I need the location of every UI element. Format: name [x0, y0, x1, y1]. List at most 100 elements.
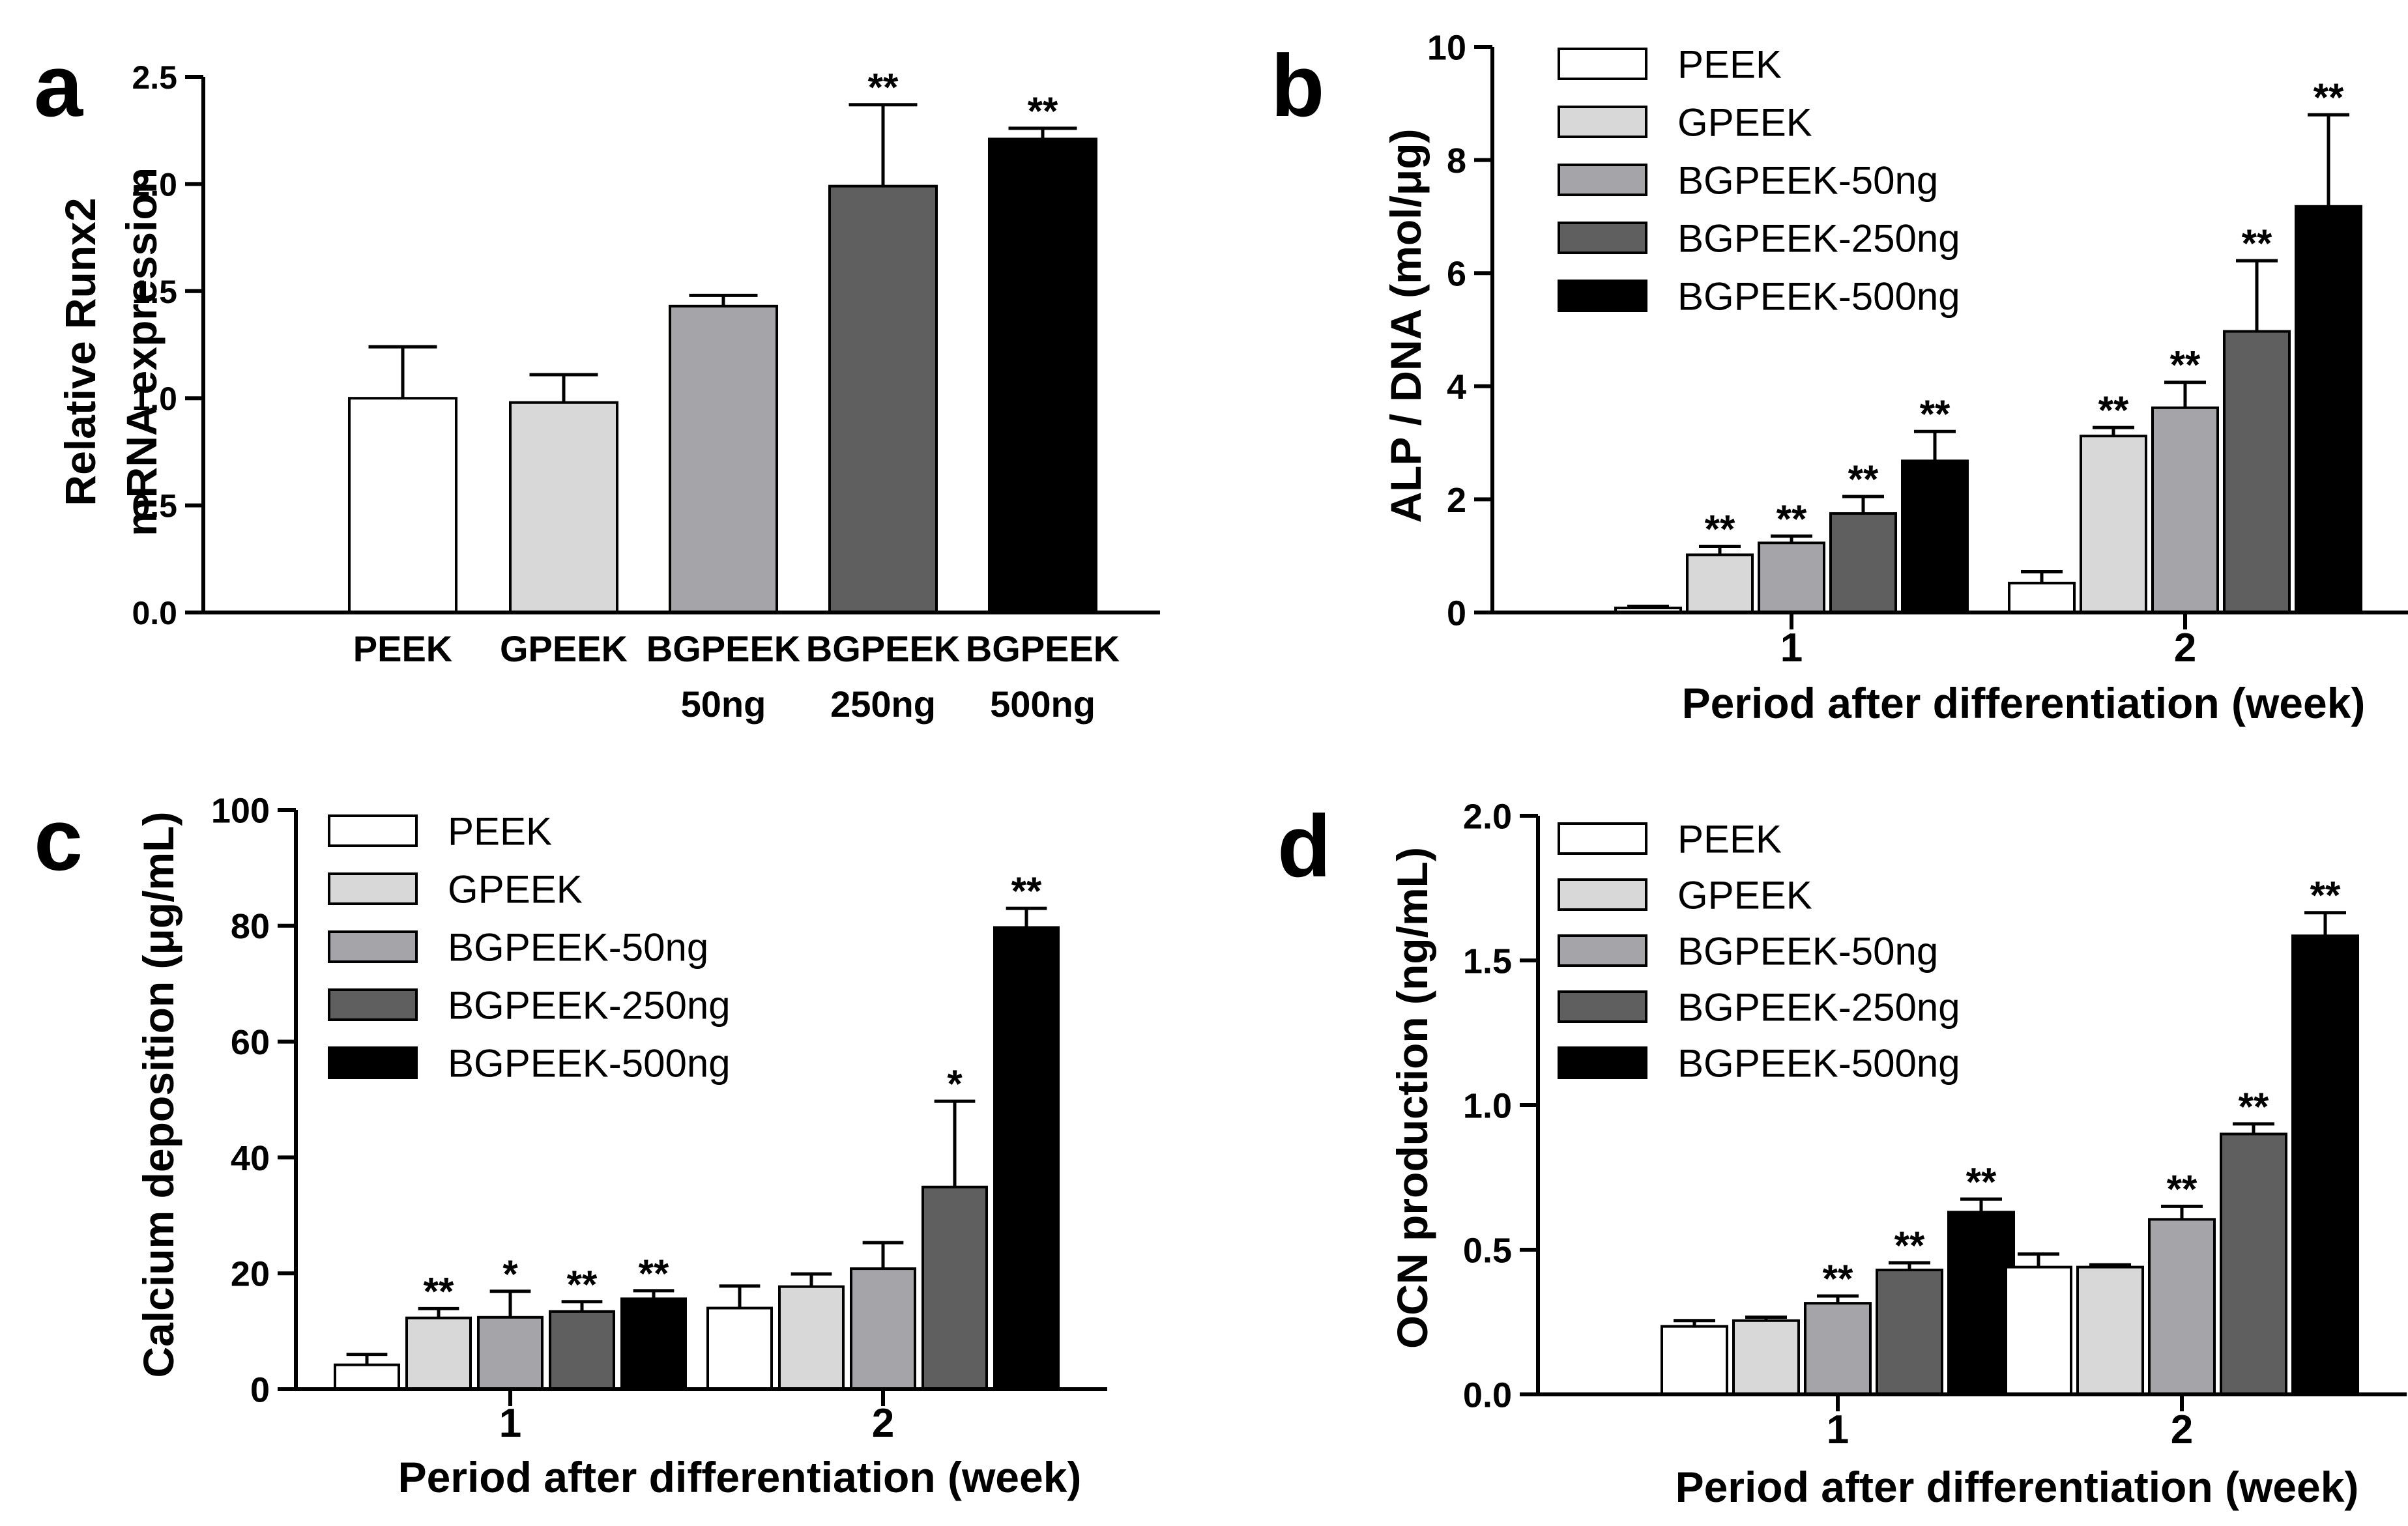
legend-label-b: BGPEEK-250ng [1677, 217, 1960, 261]
y-tick-label-d: 0.5 [1463, 1231, 1512, 1270]
x-tick-label-a: BGPEEK [806, 628, 961, 669]
significance-mark-d: ** [1823, 1257, 1853, 1301]
y-tick-label-c: 60 [231, 1023, 270, 1062]
bar-a [988, 137, 1097, 614]
x-tick-label-b: 1 [1780, 626, 1803, 670]
bar-c [477, 1316, 544, 1391]
bar-b [1758, 541, 1825, 614]
significance-mark-b: ** [1848, 457, 1879, 501]
xlabel-c: Period after differentiation (week) [398, 1453, 1082, 1501]
legend-swatch-b [1558, 106, 1647, 138]
y-tick-label-d: 1.5 [1463, 942, 1512, 981]
significance-mark-c: ** [567, 1263, 598, 1306]
bar-c [778, 1285, 845, 1390]
bar-a [509, 401, 618, 614]
legend-label-b: GPEEK [1677, 101, 1812, 145]
x-tick-label-a: 500ng [990, 684, 1095, 725]
y-tick-label-a: 2.5 [132, 59, 177, 96]
significance-mark-b: ** [1777, 497, 1807, 541]
legend-swatch-d [1558, 934, 1647, 967]
significance-mark-b: ** [1920, 392, 1951, 436]
panel-label-c: c [34, 790, 83, 889]
legend-label-c: BGPEEK-50ng [448, 926, 708, 970]
ylabel-a-line1: Relative Runx2 [56, 197, 104, 506]
bar-b [2223, 330, 2291, 614]
y-tick-label-c: 80 [231, 907, 270, 946]
bar-b [1829, 512, 1897, 614]
ylabel-d: OCN production (ng/mL) [1388, 847, 1436, 1349]
significance-mark-d: ** [1966, 1160, 1997, 1203]
significance-mark-a: ** [868, 66, 899, 109]
legend-swatch-c [328, 1046, 418, 1079]
legend-swatch-c [328, 872, 418, 905]
legend-swatch-c [328, 930, 418, 963]
y-tick-label-a: 2.0 [132, 166, 177, 203]
significance-mark-b: ** [2098, 388, 2129, 432]
y-tick-label-a: 0.5 [132, 488, 177, 525]
legend-label-c: GPEEK [448, 868, 583, 912]
x-tick-label-a: 250ng [830, 684, 936, 725]
bar-c [620, 1297, 687, 1391]
significance-mark-c: ** [424, 1269, 454, 1313]
bar-b [2151, 406, 2219, 614]
significance-mark-c: * [502, 1252, 518, 1296]
bar-b [2008, 581, 2076, 614]
bars-c: ** * ** **1***2 [296, 869, 1107, 1446]
significance-mark-c: ** [639, 1252, 669, 1295]
significance-mark-d: ** [2167, 1167, 2198, 1211]
legend-swatch-b [1558, 222, 1647, 254]
x-tick-label-a: BGPEEK [646, 628, 801, 669]
axes-a: 0.0 0.5 1.0 1.5 2.0 2.5 [132, 59, 205, 631]
x-tick-label-a: BGPEEK [966, 628, 1120, 669]
bar-c [993, 926, 1060, 1391]
xlabel-d: Period after differentiation (week) [1675, 1463, 2359, 1511]
legend-label-c: BGPEEK-500ng [448, 1042, 731, 1086]
significance-mark-d: ** [2310, 874, 2341, 917]
ylabel-c: Calcium deposition (μg/mL) [134, 811, 182, 1377]
y-tick-label-a: 1.0 [132, 381, 177, 417]
bar-d [2076, 1265, 2144, 1396]
bar-c [334, 1363, 400, 1391]
significance-mark-c: * [947, 1062, 963, 1106]
x-tick-label-a: 50ng [681, 684, 766, 725]
y-tick-label-d: 1.0 [1463, 1086, 1512, 1125]
legend-label-d: BGPEEK-500ng [1677, 1042, 1960, 1086]
legend-c: PEEK GPEEK BGPEEK-50ng BGPEEK-250ng BGPEEK-5… [328, 810, 731, 1086]
significance-mark-a: ** [1028, 89, 1058, 133]
bar-d [2148, 1218, 2216, 1396]
bar-c [549, 1310, 615, 1391]
bars-a: ** ** PEEK GPEEK BGPEEK 50ng BGPEEK 250ng BGPEEK… [203, 66, 1160, 725]
y-tick-label-d: 0.0 [1463, 1375, 1512, 1415]
panel-label-a: a [34, 36, 83, 135]
legend-label-d: PEEK [1677, 818, 1782, 861]
legend-label-b: PEEK [1677, 43, 1782, 87]
x-tick-label-b: 2 [2174, 626, 2196, 670]
x-tick-label-c: 2 [872, 1401, 894, 1446]
bar-a [828, 184, 938, 614]
y-tick-label-c: 20 [231, 1255, 270, 1294]
x-tick-label-a: PEEK [353, 628, 453, 669]
bar-d [1947, 1211, 2015, 1396]
bar-d [2220, 1132, 2287, 1396]
y-tick-label-c: 0 [250, 1370, 270, 1409]
significance-mark-b: ** [2242, 222, 2272, 265]
panel-label-d: d [1277, 797, 1331, 895]
x-tick-label-d: 1 [1827, 1407, 1849, 1452]
significance-mark-c: ** [1011, 869, 1042, 913]
legend-label-d: GPEEK [1677, 874, 1812, 917]
bar-d [2005, 1265, 2072, 1396]
y-tick-label-b: 8 [1447, 141, 1466, 180]
bar-d [2291, 934, 2359, 1396]
legend-swatch-b [1558, 48, 1647, 80]
bar-b [1686, 553, 1754, 614]
bar-b [1901, 459, 1969, 614]
legend-swatch-c [328, 988, 418, 1021]
axes-b: 0 2 4 6 8 10 [1427, 28, 1494, 633]
legend-swatch-d [1558, 878, 1647, 911]
bar-b [2295, 205, 2362, 614]
panel-label-b: b [1271, 36, 1324, 135]
x-tick-label-c: 1 [499, 1401, 521, 1446]
y-tick-label-b: 6 [1447, 255, 1466, 294]
